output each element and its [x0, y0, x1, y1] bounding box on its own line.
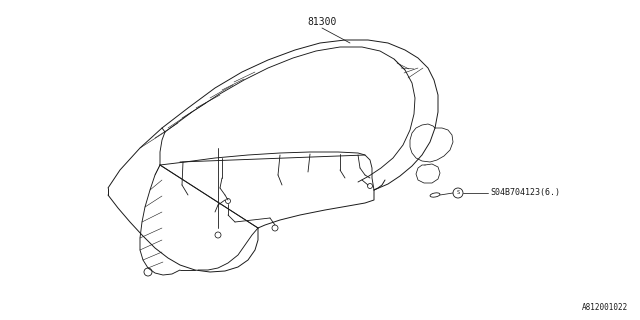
Text: S04B704123(6.): S04B704123(6.) — [490, 188, 560, 197]
Text: 81300: 81300 — [307, 17, 337, 27]
Text: A812001022: A812001022 — [582, 303, 628, 312]
Text: S: S — [456, 190, 460, 196]
